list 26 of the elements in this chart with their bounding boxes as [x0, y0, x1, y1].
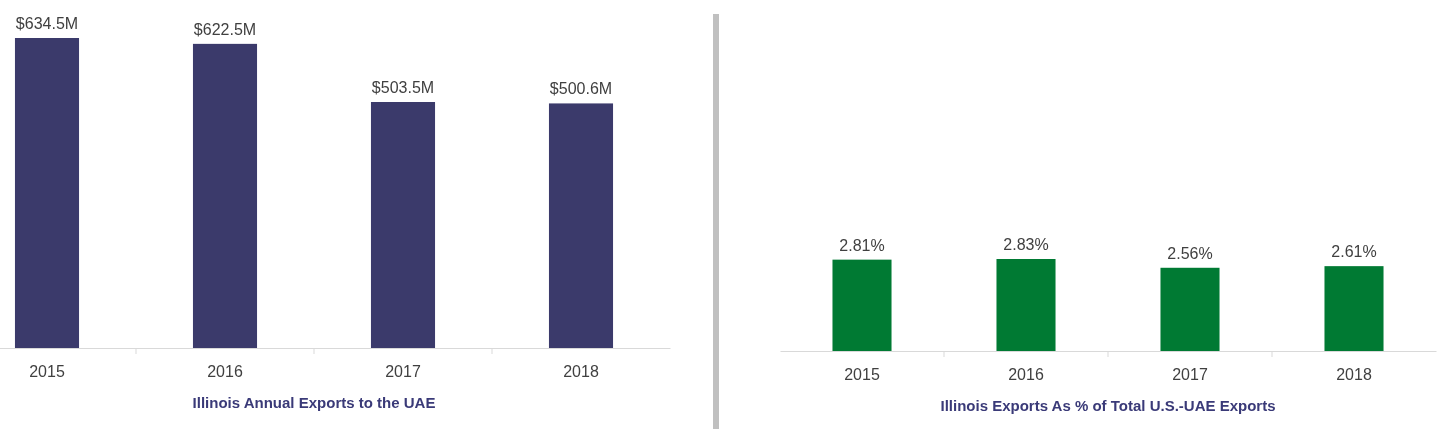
- data-label: 2.83%: [1003, 236, 1049, 253]
- data-label: $503.5M: [371, 79, 435, 96]
- bar: [832, 259, 892, 351]
- bar: [1324, 266, 1384, 351]
- bar: [192, 43, 258, 348]
- x-tick-label: 2015: [29, 363, 65, 381]
- x-tick-label: 2018: [563, 363, 599, 381]
- bar: [548, 103, 614, 348]
- data-label: 2.81%: [839, 236, 885, 254]
- bar: [14, 38, 80, 348]
- data-label: 2.61%: [1331, 243, 1377, 261]
- x-axis-title: Illinois Exports As % of Total U.S.-UAE Exports: [940, 397, 1276, 414]
- x-tick-label: 2016: [1008, 366, 1044, 384]
- x-tick-label: 2017: [1172, 366, 1208, 384]
- bar: [996, 259, 1056, 351]
- data-label: 2.56%: [1167, 244, 1213, 262]
- bar: [1160, 267, 1220, 351]
- x-tick-label: 2015: [844, 366, 880, 384]
- x-tick-label: 2018: [1336, 366, 1372, 384]
- x-axis-title: Illinois Annual Exports to the UAE: [192, 394, 436, 411]
- data-label: $500.6M: [549, 80, 613, 98]
- data-label: $622.5M: [193, 20, 257, 38]
- x-tick-label: 2017: [385, 363, 421, 381]
- x-tick-label: 2016: [207, 363, 243, 381]
- bar: [370, 102, 436, 348]
- data-label: $634.5M: [15, 15, 79, 32]
